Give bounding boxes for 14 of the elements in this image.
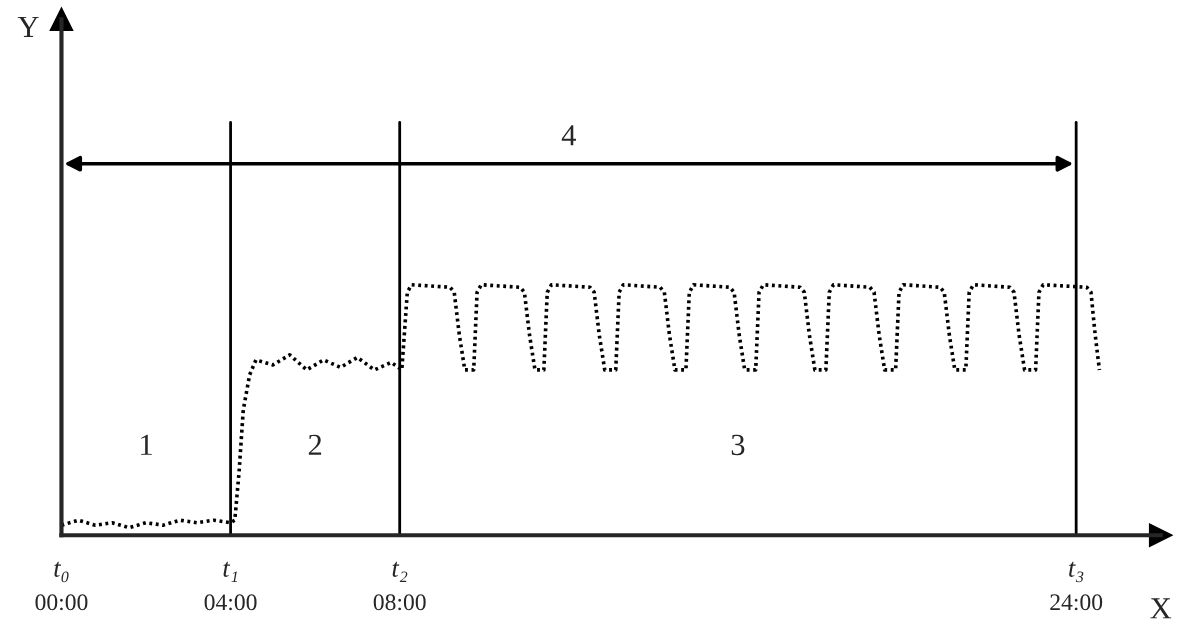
ref-line-label: t₂	[392, 561, 408, 583]
ref-line-label: t₀	[54, 561, 69, 583]
x-tick-label: 24:00	[1050, 594, 1103, 611]
x-axis-title: X	[1150, 598, 1172, 619]
x-tick-label: 00:00	[35, 594, 88, 611]
annotation: 1	[141, 434, 152, 455]
ref-line-label: t₁	[223, 561, 238, 582]
text: Y	[17, 16, 39, 37]
annotation: 2	[308, 434, 322, 455]
text: 4	[561, 125, 576, 146]
x-tick-label: 08:00	[373, 594, 426, 611]
ref-line-label: t₃	[1069, 561, 1084, 583]
annotation: 3	[731, 434, 745, 456]
x-tick-label: 04:00	[204, 594, 257, 611]
